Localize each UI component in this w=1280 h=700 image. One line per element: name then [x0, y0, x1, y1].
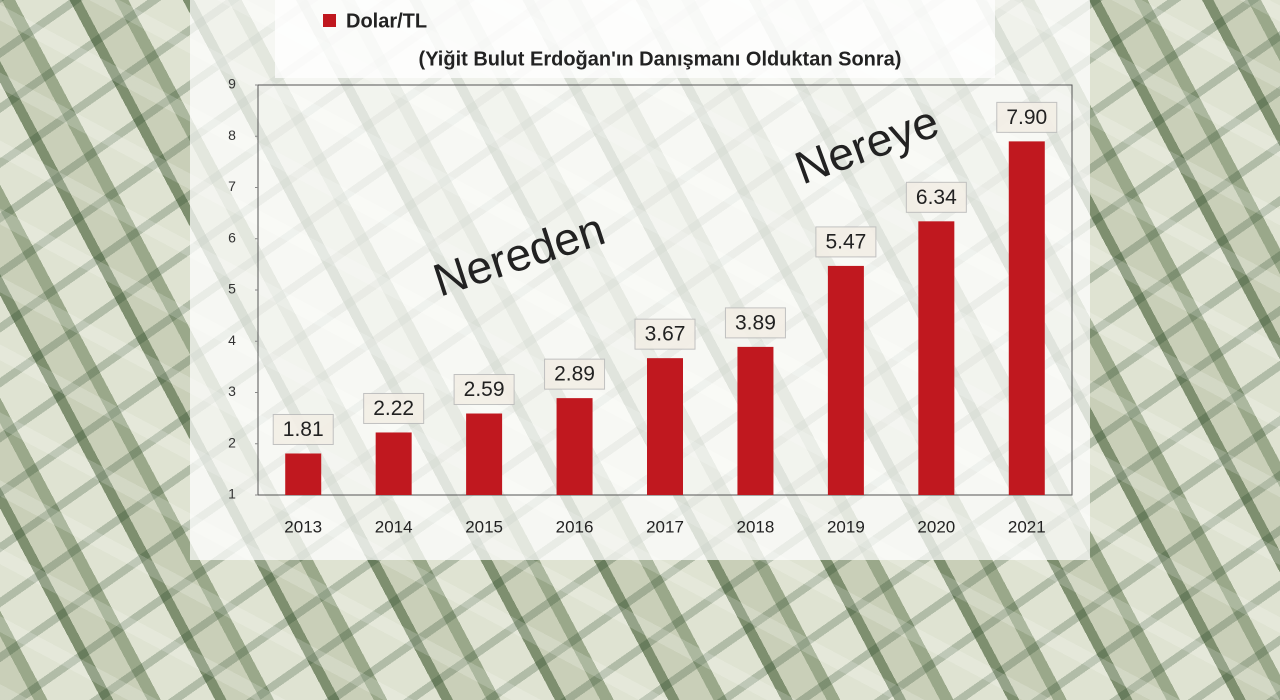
value-label-box: [905, 181, 967, 213]
value-label-box: [272, 413, 334, 445]
value-label: 5.47: [825, 230, 866, 253]
x-tick-label: 2021: [1008, 517, 1046, 536]
value-label-box: [815, 226, 877, 258]
bar: [285, 453, 322, 495]
y-tick-label: 4: [228, 332, 236, 348]
value-label: 6.34: [916, 186, 957, 209]
value-label-box: [724, 307, 786, 339]
bar: [375, 432, 412, 495]
value-label-box: [453, 374, 515, 406]
legend-label: Dolar/TL: [346, 10, 427, 32]
x-tick-label: 2016: [556, 517, 594, 536]
value-label: 2.89: [554, 363, 595, 386]
y-tick-label: 2: [228, 434, 236, 450]
value-label: 2.59: [464, 378, 505, 401]
y-tick-label: 7: [228, 178, 236, 194]
y-tick-label: 9: [228, 76, 236, 92]
bar: [556, 398, 593, 495]
value-label-box: [634, 318, 696, 350]
bar: [466, 413, 503, 495]
x-tick-label: 2017: [646, 517, 684, 536]
bar: [647, 358, 683, 495]
legend-swatch: [323, 14, 336, 27]
x-tick-label: 2018: [737, 517, 775, 536]
header-panel: [275, 0, 995, 78]
y-tick-label: 1: [228, 486, 236, 502]
y-tick-label: 5: [228, 281, 236, 297]
x-tick-label: 2014: [375, 517, 413, 536]
x-tick-label: 2019: [827, 517, 865, 536]
bar: [918, 221, 955, 495]
value-label-box: [544, 358, 606, 390]
value-label: 2.22: [373, 397, 414, 420]
x-tick-label: 2020: [917, 517, 955, 536]
bar: [1008, 141, 1045, 495]
value-label: 1.81: [283, 418, 324, 441]
bar: [827, 265, 864, 495]
y-tick-label: 3: [228, 383, 236, 399]
value-label: 3.89: [735, 311, 776, 334]
x-tick-label: 2013: [284, 517, 322, 536]
value-label-box: [996, 101, 1058, 133]
y-tick-label: 6: [228, 229, 236, 245]
x-tick-label: 2015: [465, 517, 503, 536]
value-label: 3.67: [645, 323, 686, 346]
y-tick-label: 8: [228, 127, 236, 143]
value-label: 7.90: [1006, 106, 1047, 129]
bar: [737, 346, 774, 495]
value-label-box: [363, 392, 425, 424]
chart-subtitle: (Yiğit Bulut Erdoğan'ın Danışmanı Oldukt…: [419, 48, 902, 70]
